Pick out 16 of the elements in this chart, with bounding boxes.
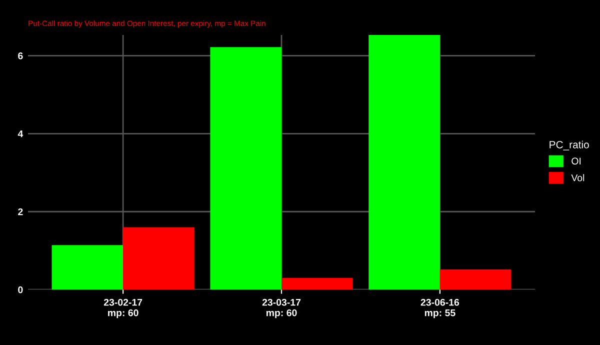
x-tick-label: 23-02-17 mp: 60 [104, 298, 142, 318]
bar [440, 269, 512, 290]
x-tick-label: 23-06-16 mp: 55 [420, 298, 460, 318]
x-tick-label: 23-03-17 mp: 60 [262, 298, 301, 318]
y-tick-label: 0 [18, 286, 23, 294]
bar [52, 245, 124, 290]
bar [368, 35, 440, 290]
legend-label: Vol [571, 174, 584, 182]
bar [210, 47, 282, 290]
legend-title: PC_ratio [550, 140, 589, 150]
y-tick-label: 2 [18, 208, 23, 216]
legend-label: OI [572, 158, 581, 165]
bar [123, 227, 194, 290]
bar [282, 278, 353, 290]
y-tick-label: 4 [18, 130, 24, 138]
y-tick-label: 6 [18, 52, 23, 60]
